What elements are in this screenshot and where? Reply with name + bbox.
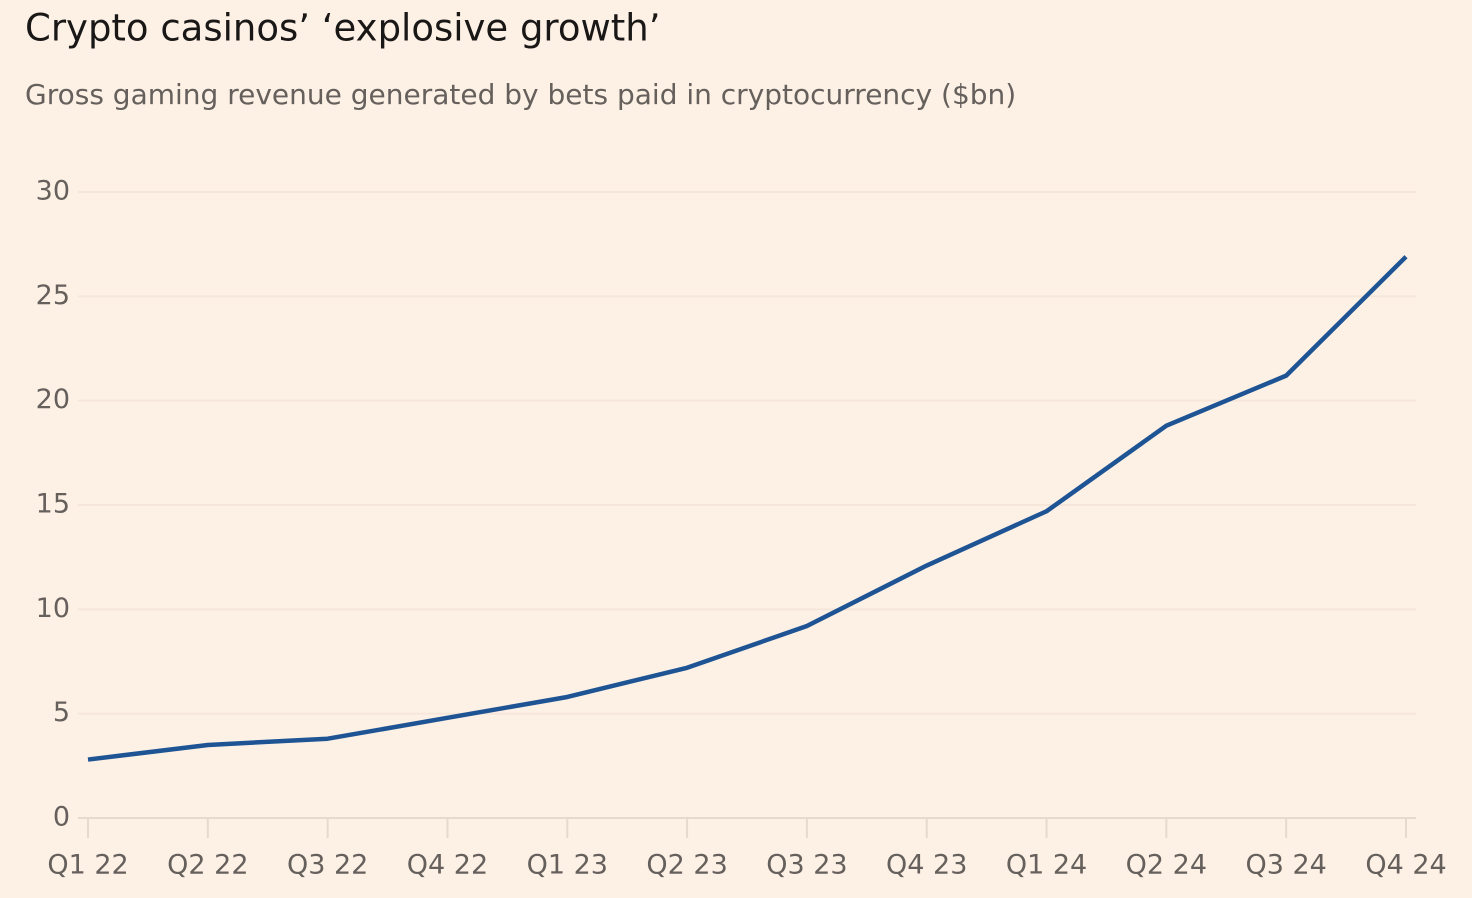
y-tick-label: 10 <box>36 593 70 624</box>
x-tick-label: Q3 22 <box>287 850 368 881</box>
x-tick-label: Q1 24 <box>1006 850 1087 881</box>
y-tick-label: 15 <box>36 489 70 520</box>
chart-subtitle: Gross gaming revenue generated by bets p… <box>25 78 1016 111</box>
x-tick-label: Q1 22 <box>47 850 128 881</box>
x-tick-label: Q4 22 <box>407 850 488 881</box>
y-tick-label: 0 <box>53 802 70 833</box>
y-tick-label: 25 <box>36 280 70 311</box>
x-tick-label: Q4 23 <box>886 850 967 881</box>
y-tick-label: 5 <box>53 697 70 728</box>
x-tick-label: Q2 22 <box>167 850 248 881</box>
y-tick-label: 20 <box>36 384 70 415</box>
x-tick-label: Q3 23 <box>766 850 847 881</box>
x-tick-label: Q4 24 <box>1365 850 1446 881</box>
x-tick-label: Q2 23 <box>646 850 727 881</box>
y-tick-label: 30 <box>36 176 70 207</box>
x-tick-label: Q1 23 <box>527 850 608 881</box>
chart-title: Crypto casinos’ ‘explosive growth’ <box>25 7 660 50</box>
line <box>87 255 1408 762</box>
x-tick-label: Q2 24 <box>1126 850 1207 881</box>
x-tick-label: Q3 24 <box>1245 850 1326 881</box>
